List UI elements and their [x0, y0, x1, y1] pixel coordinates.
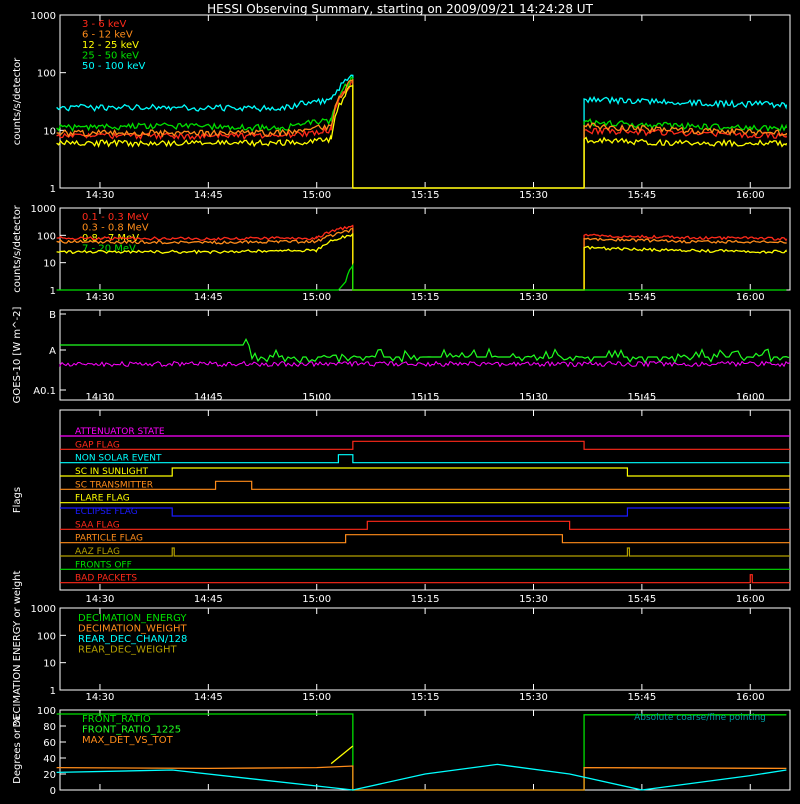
y-tick-label: A — [49, 346, 56, 357]
legend-entry: 12 - 25 keV — [82, 40, 139, 51]
y-axis-label: counts/s/detector — [12, 57, 23, 145]
x-tick-label: 15:00 — [302, 292, 331, 303]
y-tick-label: 20 — [43, 770, 56, 781]
x-tick-label: 16:00 — [736, 594, 765, 605]
y-tick-label: 100 — [37, 69, 56, 80]
y-tick-label: 1 — [50, 686, 56, 697]
y-tick-label: 1 — [50, 184, 56, 195]
x-tick-label: 15:30 — [519, 692, 548, 703]
figure-title: HESSI Observing Summary, starting on 200… — [207, 2, 593, 16]
x-tick-label: 15:15 — [411, 392, 440, 403]
y-axis-label: Degrees or % — [12, 716, 23, 784]
x-tick-label: 16:00 — [736, 392, 765, 403]
x-tick-label: 15:30 — [519, 190, 548, 201]
x-tick-label: 14:30 — [86, 594, 115, 605]
y-axis-label: Flags — [12, 487, 23, 513]
y-tick-label: A0.1 — [33, 386, 56, 397]
y-tick-label: 1000 — [31, 11, 56, 22]
legend-entry: DECIMATION_WEIGHT — [78, 624, 187, 635]
y-axis-label: counts/s/detector — [12, 204, 23, 292]
legend-entry: 0.3 - 0.8 MeV — [82, 223, 149, 234]
y-tick-label: 10 — [43, 259, 56, 270]
y-tick-label: 100 — [37, 706, 56, 717]
legend-entry: 0.1 - 0.3 MeV — [82, 212, 149, 223]
x-tick-label: 14:30 — [86, 692, 115, 703]
x-tick-label: 16:00 — [736, 692, 765, 703]
x-tick-label: 14:30 — [86, 392, 115, 403]
legend-entry: 7 - 20 MeV — [82, 244, 136, 255]
y-tick-label: 80 — [43, 722, 56, 733]
x-tick-label: 15:15 — [411, 692, 440, 703]
y-tick-label: 40 — [43, 754, 56, 765]
x-tick-label: 14:45 — [194, 692, 223, 703]
x-tick-label: 15:45 — [627, 594, 656, 605]
x-tick-label: 16:00 — [736, 292, 765, 303]
legend-entry: FRONT_RATIO — [82, 714, 151, 725]
x-tick-label: 15:30 — [519, 594, 548, 605]
x-tick-label: 15:00 — [302, 594, 331, 605]
y-tick-label: 1 — [50, 286, 56, 297]
y-tick-label: B — [49, 310, 56, 321]
x-tick-label: 15:00 — [302, 392, 331, 403]
x-tick-label: 15:15 — [411, 594, 440, 605]
legend-entry: 3 - 6 keV — [82, 19, 126, 30]
watermark-text: Absolute coarse/fine pointing — [634, 713, 766, 723]
x-tick-label: 15:45 — [627, 292, 656, 303]
x-tick-label: 15:45 — [627, 692, 656, 703]
legend-entry: FRONT_RATIO_1225 — [82, 725, 181, 736]
y-tick-label: 0 — [50, 786, 56, 797]
x-tick-label: 14:45 — [194, 292, 223, 303]
y-tick-label: 10 — [43, 126, 56, 137]
x-tick-label: 15:15 — [411, 292, 440, 303]
legend-entry: 25 - 50 keV — [82, 51, 139, 62]
y-tick-label: 60 — [43, 738, 56, 749]
x-tick-label: 14:45 — [194, 392, 223, 403]
y-axis-label: GOES-10 [W m^-2] — [12, 307, 23, 404]
x-tick-label: 14:45 — [194, 594, 223, 605]
y-axis-label: DECIMATION ENERGY or weight — [12, 570, 23, 727]
legend-entry: REAR_DEC_WEIGHT — [78, 645, 177, 656]
x-tick-label: 15:45 — [627, 190, 656, 201]
legend-entry: 50 - 100 keV — [82, 61, 146, 72]
legend-entry: 6 - 12 keV — [82, 30, 133, 41]
x-tick-label: 14:45 — [194, 190, 223, 201]
x-tick-label: 15:00 — [302, 190, 331, 201]
x-tick-label: 14:30 — [86, 190, 115, 201]
x-tick-label: 15:30 — [519, 392, 548, 403]
x-tick-label: 14:30 — [86, 292, 115, 303]
x-tick-label: 15:45 — [627, 392, 656, 403]
legend-entry: MAX_DET_VS_TOT — [82, 735, 174, 746]
legend-entry: DECIMATION_ENERGY — [78, 613, 187, 624]
y-tick-label: 1000 — [31, 604, 56, 615]
x-tick-label: 15:00 — [302, 692, 331, 703]
y-tick-label: 1000 — [31, 204, 56, 215]
x-tick-label: 16:00 — [736, 190, 765, 201]
x-tick-label: 15:30 — [519, 292, 548, 303]
y-tick-label: 100 — [37, 231, 56, 242]
y-tick-label: 100 — [37, 631, 56, 642]
y-tick-label: 10 — [43, 659, 56, 670]
x-tick-label: 15:15 — [411, 190, 440, 201]
legend-entry: REAR_DEC_CHAN/128 — [78, 634, 187, 645]
